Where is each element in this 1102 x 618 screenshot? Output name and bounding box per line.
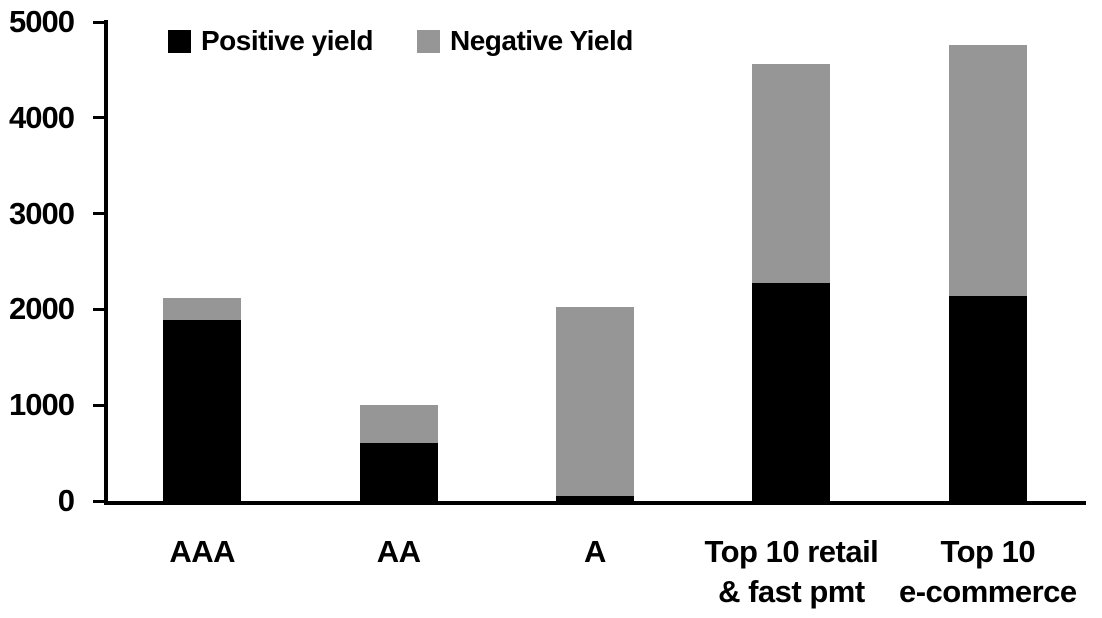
x-axis-label: AA bbox=[376, 534, 421, 569]
y-tick bbox=[93, 499, 104, 503]
y-axis-line bbox=[104, 20, 108, 505]
y-tick bbox=[93, 212, 104, 216]
legend-label-positive-yield: Positive yield bbox=[201, 25, 373, 56]
y-tick bbox=[93, 116, 104, 120]
bar-segment-negative bbox=[163, 297, 242, 320]
y-tick-label: 2000 bbox=[9, 291, 75, 327]
x-axis-label: Top 10 retail & fast pmt bbox=[704, 534, 879, 609]
x-axis-line bbox=[104, 501, 1086, 505]
bar-segment-positive bbox=[359, 442, 438, 501]
bar-segment-positive bbox=[948, 295, 1027, 501]
bar-segment-negative bbox=[556, 306, 634, 497]
y-tick bbox=[93, 307, 104, 311]
chart-legend: Positive yield Negative Yield bbox=[168, 26, 633, 56]
bar-segment-negative bbox=[948, 44, 1027, 296]
bar-segment-negative bbox=[359, 405, 438, 443]
bar-segment-negative bbox=[752, 64, 831, 283]
bar-segment-positive bbox=[556, 496, 634, 501]
y-tick bbox=[93, 20, 104, 24]
legend-label-negative-yield: Negative Yield bbox=[449, 25, 633, 56]
legend-item-positive-yield: Positive yield bbox=[168, 26, 373, 56]
x-axis-label: A bbox=[584, 534, 606, 569]
legend-item-negative-yield: Negative Yield bbox=[416, 25, 633, 56]
legend-swatch-negative-yield-icon bbox=[416, 29, 440, 53]
y-tick-label: 3000 bbox=[9, 195, 75, 231]
y-tick-label: 5000 bbox=[9, 4, 75, 39]
y-tick-label: 4000 bbox=[9, 99, 75, 135]
legend-swatch-positive-yield-icon bbox=[168, 29, 191, 53]
x-axis-label: Top 10 e-commerce bbox=[898, 534, 1077, 609]
bar-segment-positive bbox=[752, 282, 831, 501]
y-tick-label: 1000 bbox=[9, 387, 75, 423]
bar-segment-positive bbox=[163, 319, 242, 501]
y-tick-label: 0 bbox=[57, 483, 75, 518]
y-tick bbox=[93, 403, 104, 407]
x-axis-label: AAA bbox=[169, 534, 236, 569]
